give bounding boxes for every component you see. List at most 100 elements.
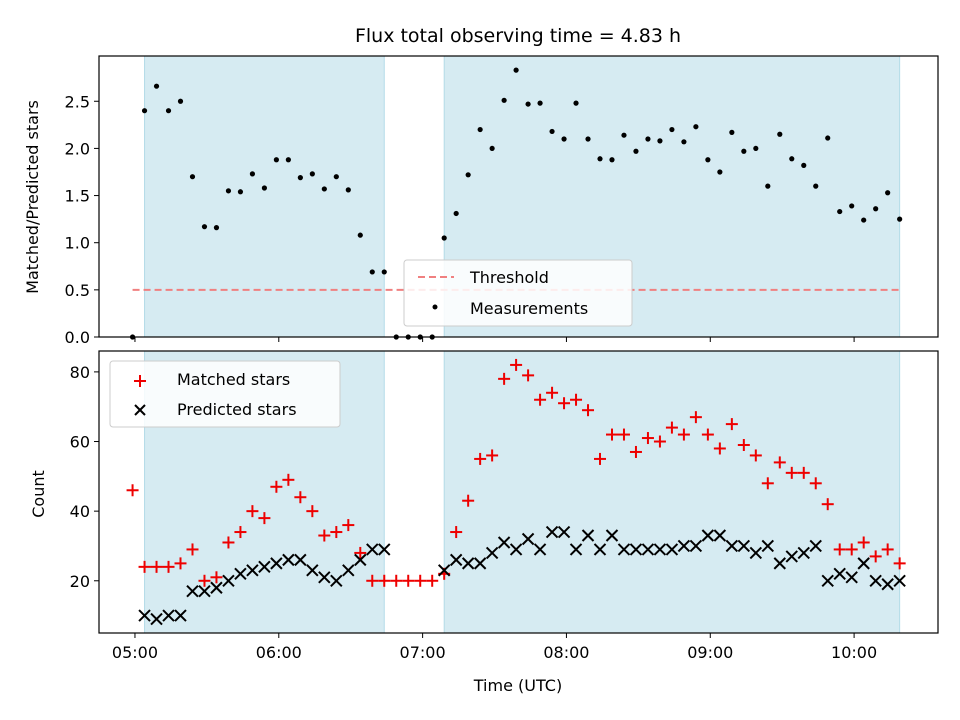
- matched-star-point: [294, 491, 307, 504]
- matched-star-point: [701, 428, 714, 441]
- matched-star-point: [713, 442, 726, 455]
- matched-star-point: [414, 574, 427, 587]
- predicted-star-point: [701, 529, 715, 542]
- matched-star-point: [186, 543, 199, 556]
- top-plot-frame: [98, 55, 939, 338]
- measurement-point: [321, 186, 327, 192]
- measurement-point: [681, 139, 687, 145]
- matched-star-point: [737, 439, 750, 451]
- matched-star-point: [893, 557, 906, 570]
- predicted-star-point: [797, 546, 810, 560]
- matched-star-point: [498, 372, 511, 385]
- measurement-point: [645, 136, 651, 142]
- matched-star-point: [486, 449, 499, 462]
- top-y-ticks: 0.0 0.5 1.0 1.5 2.0 2.5: [65, 92, 99, 347]
- bottom-y-axis-label: Count: [29, 470, 48, 518]
- measurement-point: [141, 108, 148, 114]
- chart-title: Flux total observing time = 4.83 h: [355, 25, 681, 47]
- predicted-star-point: [449, 553, 463, 567]
- measurement-point: [453, 210, 459, 217]
- predicted-star-point: [509, 543, 523, 556]
- matched-star-point: [845, 543, 858, 556]
- matched-star-point: [665, 421, 678, 434]
- measurement-point: [765, 183, 771, 189]
- predicted-star-point: [294, 553, 307, 567]
- matched-star-point: [246, 505, 259, 518]
- predicted-star-point: [186, 585, 199, 598]
- measurement-point: [549, 128, 555, 135]
- matched-star-point: [138, 560, 151, 573]
- matched-star-point: [522, 369, 535, 382]
- matched-star-point: [390, 574, 403, 587]
- matched-star-point: [546, 386, 559, 399]
- measurement-point: [465, 172, 471, 178]
- measurement-point: [717, 169, 723, 175]
- predicted-star-point: [198, 585, 211, 598]
- matched-star-point: [330, 526, 343, 539]
- bottom-legend-box: [109, 360, 341, 428]
- predicted-star-point: [258, 560, 271, 574]
- matched-star-point: [689, 411, 702, 424]
- measurement-point: [225, 188, 232, 194]
- matched-star-point: [450, 526, 463, 539]
- matched-star-point: [474, 452, 487, 465]
- predicted-star-point: [270, 557, 283, 570]
- measurement-point: [501, 97, 507, 103]
- measurement-point: [633, 148, 639, 154]
- y-tick-label: 1.0: [65, 234, 90, 253]
- y-tick-label: 0.5: [65, 281, 90, 300]
- measurement-point: [237, 189, 244, 195]
- bottom-y-ticks: 20 40 60 80: [70, 363, 99, 591]
- matched-star-point: [306, 505, 319, 518]
- measurement-point: [273, 157, 279, 163]
- predicted-star-point: [545, 525, 559, 539]
- measurement-point: [261, 185, 268, 191]
- matched-star-point: [318, 529, 331, 542]
- predicted-star-point: [605, 529, 619, 542]
- measurement-point: [693, 124, 699, 130]
- predicted-star-point: [138, 609, 151, 622]
- y-tick-label: 2.0: [65, 139, 90, 158]
- predicted-star-point: [653, 543, 667, 556]
- matched-star-point: [761, 477, 774, 490]
- predicted-star-point: [162, 609, 175, 622]
- measurement-point: [897, 216, 903, 222]
- predicted-star-point: [677, 539, 691, 553]
- legend-predicted-swatch: [134, 404, 146, 416]
- measurement-point: [513, 67, 519, 73]
- matched-star-point: [749, 449, 762, 462]
- measurement-point: [189, 174, 196, 180]
- predicted-star-point: [485, 546, 499, 560]
- y-tick-label: 0.0: [65, 328, 90, 347]
- measurement-point: [309, 171, 315, 177]
- y-tick-label: 40: [70, 502, 90, 521]
- measurement-point: [825, 135, 831, 141]
- measurement-point: [753, 145, 759, 152]
- predicted-star-point: [749, 546, 763, 560]
- matched-star-point: [594, 452, 607, 465]
- legend-measurements-label: Measurements: [470, 299, 588, 318]
- predicted-star-point: [437, 564, 451, 577]
- ratio-panel: 0.0 0.5 1.0 1.5 2.0 2.5 Flux total observing …: [23, 25, 939, 347]
- matched-star-point: [582, 404, 595, 417]
- measurement-point: [609, 157, 615, 163]
- y-tick-label: 20: [70, 572, 90, 591]
- matched-star-point: [558, 397, 571, 410]
- predicted-star-point: [461, 557, 475, 570]
- legend-matched-label: Matched stars: [177, 370, 290, 389]
- matched-star-point: [234, 526, 247, 539]
- measurement-point: [489, 145, 495, 152]
- matched-star-point: [162, 560, 175, 573]
- matched-star-point: [282, 473, 295, 486]
- y-tick-label: 1.5: [65, 187, 90, 206]
- measurement-point: [153, 83, 160, 89]
- measurement-point: [201, 224, 208, 230]
- predicted-star-point: [581, 529, 595, 542]
- measurement-point: [801, 162, 807, 168]
- measurement-point: [177, 98, 184, 104]
- matched-star-point: [677, 428, 690, 441]
- measurement-point: [849, 203, 855, 209]
- matched-star-point: [426, 574, 439, 587]
